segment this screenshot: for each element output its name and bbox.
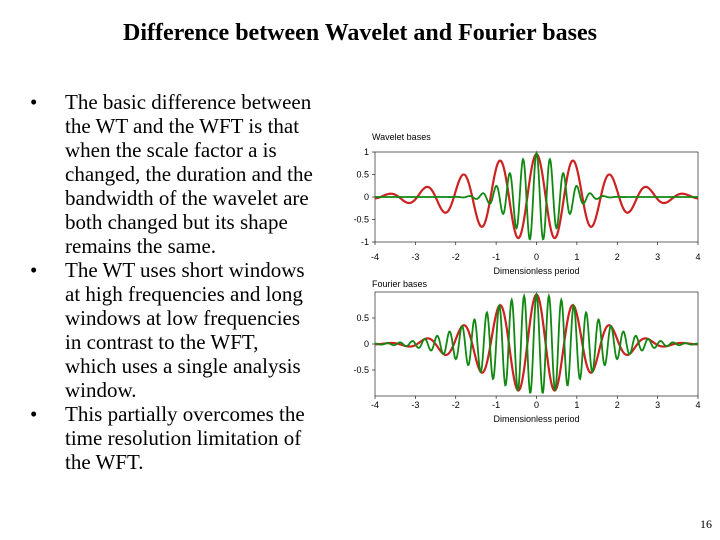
- series-line: [375, 150, 698, 241]
- x-tick-label: 2: [615, 400, 620, 410]
- x-tick-label: -3: [411, 252, 419, 262]
- x-tick-label: 3: [655, 252, 660, 262]
- x-axis-label: Dimensionless period: [493, 414, 579, 424]
- page-number: 16: [700, 517, 712, 531]
- bullet-item: • The basic difference between the WT and…: [30, 90, 360, 258]
- x-tick-label: -2: [452, 252, 460, 262]
- x-tick-label: 0: [534, 252, 539, 262]
- bullet-item: • The WT uses short windows at high frequ…: [30, 258, 360, 402]
- bullet-dot-icon: •: [30, 258, 38, 282]
- series-line: [374, 293, 699, 392]
- bullet-dot-icon: •: [30, 402, 38, 426]
- y-tick-label: 1: [364, 147, 369, 157]
- bullet-dot-icon: •: [30, 90, 38, 114]
- x-tick-label: 4: [695, 400, 700, 410]
- x-tick-label: 1: [574, 252, 579, 262]
- x-tick-label: 1: [574, 400, 579, 410]
- bullet-item: • This partially overcomes the time resol…: [30, 402, 360, 474]
- series-line: [375, 291, 698, 394]
- chart-title: Fourier bases: [372, 279, 428, 289]
- y-tick-label: 0: [364, 192, 369, 202]
- x-tick-label: -4: [371, 400, 379, 410]
- y-tick-label: -1: [361, 237, 369, 247]
- y-tick-label: 0.5: [356, 313, 369, 323]
- y-tick-label: -0.5: [353, 365, 369, 375]
- chart-title: Wavelet bases: [372, 132, 431, 142]
- x-tick-label: 4: [695, 252, 700, 262]
- x-tick-label: -4: [371, 252, 379, 262]
- x-tick-label: -2: [452, 400, 460, 410]
- y-tick-label: 0: [364, 339, 369, 349]
- x-tick-label: -1: [492, 400, 500, 410]
- plot-frame: [374, 291, 699, 397]
- x-tick-label: -3: [411, 400, 419, 410]
- y-tick-label: 0.5: [356, 170, 369, 180]
- x-tick-label: 0: [534, 400, 539, 410]
- bullet-text: This partially overcomes the time resolu…: [65, 402, 305, 474]
- bullet-text: The WT uses short windows at high freque…: [65, 258, 305, 402]
- bullet-text: The basic difference between the WT and …: [65, 90, 313, 258]
- x-tick-label: 3: [655, 400, 660, 410]
- y-tick-label: -0.5: [353, 215, 369, 225]
- bullet-list: • The basic difference between the WT and…: [30, 90, 360, 474]
- slide-title: Difference between Wavelet and Fourier b…: [123, 20, 597, 46]
- x-tick-label: 2: [615, 252, 620, 262]
- x-tick-label: -1: [492, 252, 500, 262]
- x-axis-label: Dimensionless period: [493, 266, 579, 276]
